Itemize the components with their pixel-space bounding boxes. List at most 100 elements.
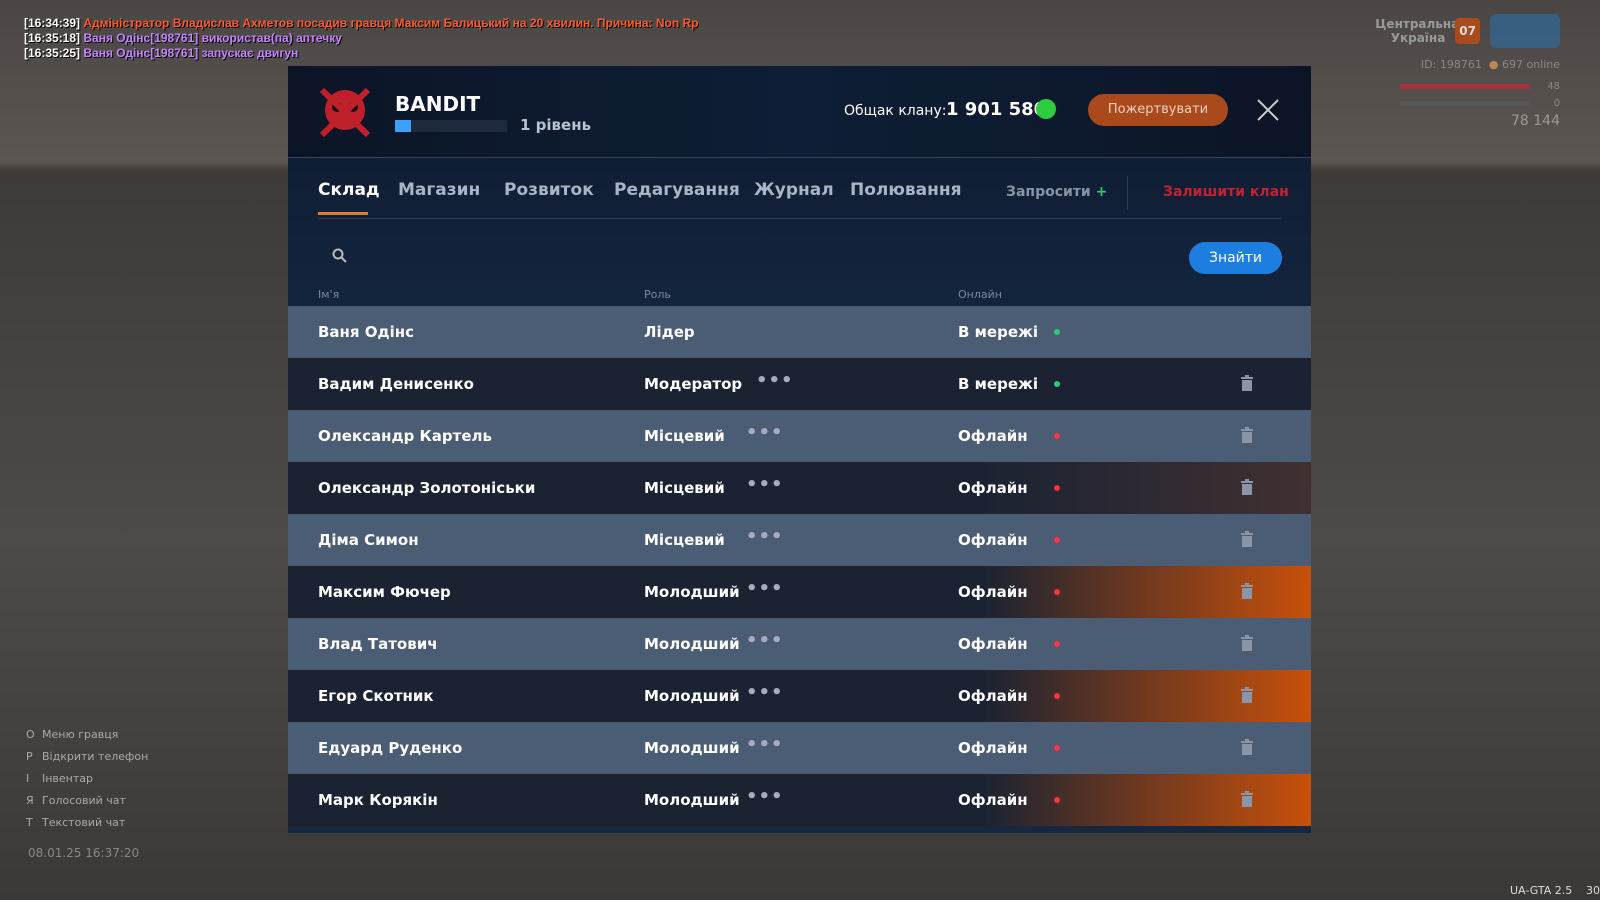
tab[interactable]: Полювання	[850, 180, 962, 200]
tab-underline	[318, 212, 368, 215]
trash-icon	[1241, 791, 1253, 807]
member-status: Офлайн	[958, 791, 1028, 809]
role-menu[interactable]: •••	[746, 422, 784, 443]
role-menu[interactable]: •••	[746, 578, 784, 599]
status-dot	[1054, 537, 1060, 543]
role-menu[interactable]: •••	[746, 526, 784, 547]
member-role: Молодший	[644, 583, 740, 601]
status-dot	[1054, 641, 1060, 647]
tab-divider	[318, 218, 1281, 219]
tab[interactable]: Розвиток	[504, 180, 594, 200]
member-status: В мережі	[958, 375, 1039, 393]
hint-key: O	[26, 728, 35, 741]
member-role: Місцевий	[644, 479, 725, 497]
chat-message: Адміністратор Владислав Ахметов посадив …	[83, 16, 699, 30]
search-icon	[332, 248, 347, 263]
role-menu[interactable]: •••	[756, 370, 794, 391]
tab[interactable]: Магазин	[398, 180, 481, 200]
hint-label: Голосовий чат	[42, 794, 126, 807]
member-status: Офлайн	[958, 427, 1028, 445]
delete-button[interactable]	[1241, 427, 1253, 443]
delete-button[interactable]	[1241, 687, 1253, 703]
trash-icon	[1241, 531, 1253, 547]
member-status: Офлайн	[958, 739, 1028, 757]
close-button[interactable]	[1256, 98, 1280, 122]
member-role: Молодший	[644, 739, 740, 757]
status-dot	[1054, 589, 1060, 595]
status-dot	[1054, 433, 1060, 439]
member-row: Олександр Золотоніськи Місцевий Офлайн •••	[288, 462, 1311, 514]
delete-button[interactable]	[1241, 739, 1253, 755]
tab[interactable]: Склад	[318, 180, 380, 200]
member-row: Марк Корякін Молодший Офлайн •••	[288, 774, 1311, 826]
hint-key: I	[26, 772, 30, 785]
member-status: Офлайн	[958, 479, 1028, 497]
armor-bar	[1400, 101, 1530, 106]
member-role: Місцевий	[644, 427, 725, 445]
member-name: Вадим Денисенко	[318, 375, 474, 393]
level-fill	[395, 120, 411, 132]
level-bar	[395, 120, 507, 132]
member-row: Егор Скотник Молодший Офлайн •••	[288, 670, 1311, 722]
hint: T Текстовий чат	[26, 812, 148, 834]
trash-icon	[1241, 583, 1253, 599]
member-row: Вадим Денисенко Модератор В мережі •••	[288, 358, 1311, 410]
fps: 30	[1586, 884, 1600, 897]
treasury-label: Общак клану:	[844, 103, 947, 119]
role-menu[interactable]: •••	[746, 474, 784, 495]
trash-icon	[1241, 635, 1253, 651]
money: 78 144	[1511, 113, 1560, 129]
leave-clan[interactable]: Залишити клан	[1163, 184, 1289, 200]
delete-button[interactable]	[1241, 479, 1253, 495]
currency-icon	[1036, 99, 1056, 119]
hint-key: Я	[26, 794, 34, 807]
chat-time: [16:35:25]	[24, 46, 81, 60]
role-menu[interactable]: •••	[746, 630, 784, 651]
member-role: Молодший	[644, 791, 740, 809]
player-id: ID: 198761	[1420, 58, 1482, 71]
invite-label: Запросити	[1006, 184, 1091, 200]
member-name: Олександр Золотоніськи	[318, 479, 536, 497]
column-header: Ім'я	[318, 288, 340, 301]
hint: O Меню гравця	[26, 724, 148, 746]
member-row: Ваня Одінс Лідер В мережі	[288, 306, 1311, 358]
health-value: 48	[1547, 81, 1560, 92]
chat: [16:34:39] Адміністратор Владислав Ахмет…	[24, 16, 699, 61]
logo	[1490, 14, 1560, 48]
region-code: 07	[1455, 18, 1480, 44]
tab[interactable]: Редагування	[614, 180, 740, 200]
delete-button[interactable]	[1241, 791, 1253, 807]
member-name: Влад Татович	[318, 635, 438, 653]
delete-button[interactable]	[1241, 375, 1253, 391]
member-status: Офлайн	[958, 531, 1028, 549]
panel-header: BANDIT 1 рівень Общак клану: 1 901 580 П…	[288, 66, 1311, 158]
member-role: Модератор	[644, 375, 743, 393]
tab[interactable]: Журнал	[754, 180, 834, 200]
member-row: Діма Симон Місцевий Офлайн •••	[288, 514, 1311, 566]
invite[interactable]: Запросити +	[1006, 184, 1107, 200]
hint: P Відкрити телефон	[26, 746, 148, 768]
key-hints: O Меню гравця P Відкрити телефон I Інвентар Я Г…	[26, 724, 148, 834]
hint-key: T	[26, 816, 33, 829]
member-row: Олександр Картель Місцевий Офлайн •••	[288, 410, 1311, 462]
role-menu[interactable]: •••	[746, 682, 784, 703]
hint-label: Текстовий чат	[42, 816, 126, 829]
search-button[interactable]: Знайти	[1189, 242, 1282, 274]
role-menu[interactable]: •••	[746, 734, 784, 755]
member-name: Олександр Картель	[318, 427, 493, 445]
delete-button[interactable]	[1241, 635, 1253, 651]
region: Центральна Україна	[1375, 17, 1460, 45]
trash-icon	[1241, 427, 1253, 443]
chat-line: [16:35:18] Ваня Одінс[198761] використав…	[24, 31, 699, 46]
role-menu[interactable]: •••	[746, 786, 784, 807]
donate-button[interactable]: Пожертвувати	[1088, 94, 1228, 126]
delete-button[interactable]	[1241, 531, 1253, 547]
chat-message: Ваня Одінс[198761] використав(па) аптечк…	[83, 31, 342, 45]
status-dot	[1054, 797, 1060, 803]
member-status: Офлайн	[958, 583, 1028, 601]
delete-button[interactable]	[1241, 583, 1253, 599]
member-role: Молодший	[644, 635, 740, 653]
clan-panel: BANDIT 1 рівень Общак клану: 1 901 580 П…	[288, 66, 1311, 833]
health: 48	[1375, 81, 1560, 92]
